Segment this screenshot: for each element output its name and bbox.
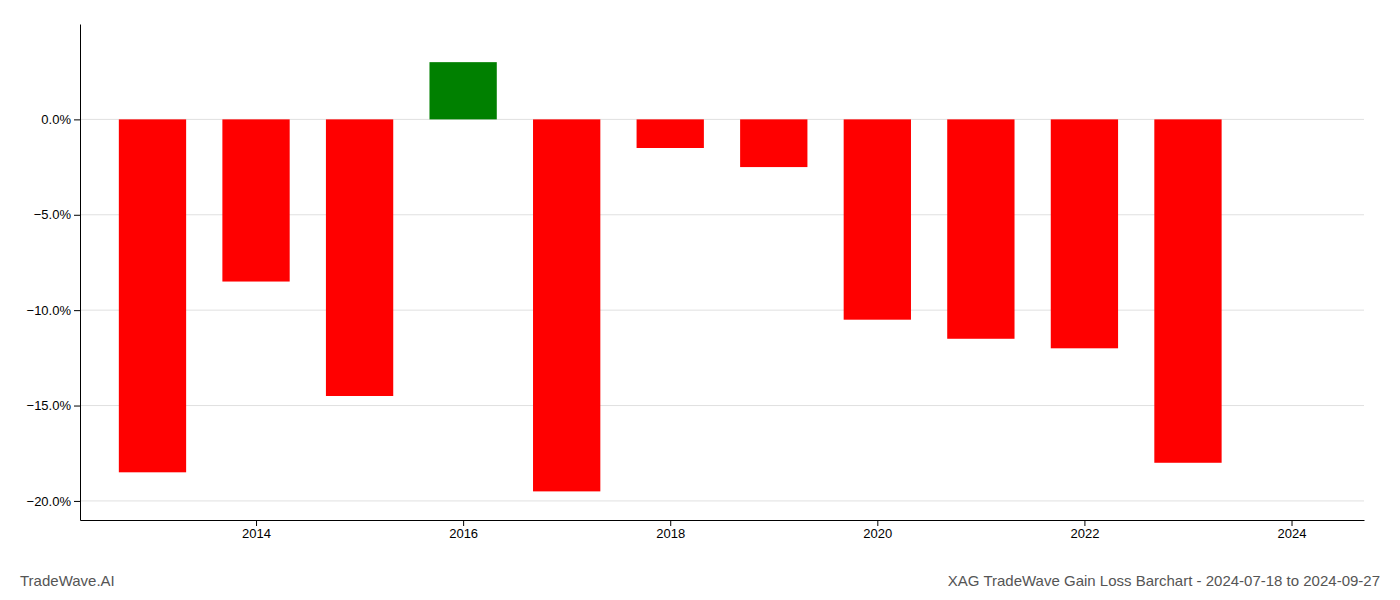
tick-mark [877, 520, 878, 526]
tick: −5.0% [34, 207, 80, 222]
tick-mark [256, 520, 257, 526]
grid-line [80, 500, 1364, 501]
annotation: TradeWave.AI [20, 572, 115, 589]
tick-label: 2016 [449, 526, 478, 541]
axis-line [80, 25, 81, 521]
tick: −10.0% [27, 303, 80, 318]
tick-mark [670, 520, 671, 526]
tick-mark [74, 119, 80, 120]
bar [429, 62, 496, 119]
tick-label: 2014 [242, 526, 271, 541]
tick: 0.0% [41, 112, 80, 127]
grid [80, 119, 1364, 501]
bars [119, 62, 1222, 491]
bar [222, 119, 289, 281]
tick-label: −15.0% [27, 398, 72, 413]
bar [844, 119, 911, 319]
tick-label: −20.0% [27, 494, 72, 509]
tick-mark [74, 215, 80, 216]
tick: 2016 [449, 520, 478, 541]
tick-mark [74, 406, 80, 407]
bar [637, 119, 704, 148]
bar [1051, 119, 1118, 348]
tick-mark [1292, 520, 1293, 526]
tick-label: −10.0% [27, 303, 72, 318]
tick: 2018 [656, 520, 685, 541]
title: XAG TradeWave Gain Loss Barchart - 2024-… [948, 572, 1380, 589]
bar [326, 119, 393, 396]
axis-line [81, 520, 1365, 521]
tick: 2014 [242, 520, 271, 541]
bar [533, 119, 600, 491]
tick: −20.0% [27, 494, 80, 509]
tick-label: 0.0% [41, 112, 71, 127]
y-axis: 0.0% −5.0% −10.0% −15.0% −20.0% [27, 25, 81, 521]
tick-mark [74, 310, 80, 311]
tick-mark [74, 501, 80, 502]
tick-label: −5.0% [34, 207, 72, 222]
tick: 2024 [1278, 520, 1307, 541]
tick-label: 2024 [1278, 526, 1307, 541]
x-axis: 2014 2016 2018 2020 2022 2024 [81, 520, 1365, 541]
tick-label: 2022 [1070, 526, 1099, 541]
bar [947, 119, 1014, 338]
tick-label: 2020 [863, 526, 892, 541]
bar [740, 119, 807, 167]
tick-mark [463, 520, 464, 526]
bar [119, 119, 186, 472]
tick: 2020 [863, 520, 892, 541]
chart: 0.0%−5.0%−10.0%−15.0%−20.0%2014201620182… [0, 0, 1400, 600]
tick-mark [1084, 520, 1085, 526]
tick-label: 2018 [656, 526, 685, 541]
tick: −15.0% [27, 398, 80, 413]
tick: 2022 [1070, 520, 1099, 541]
plot: 0.0%−5.0%−10.0%−15.0%−20.0%2014201620182… [27, 25, 1365, 542]
bar [1154, 119, 1221, 462]
